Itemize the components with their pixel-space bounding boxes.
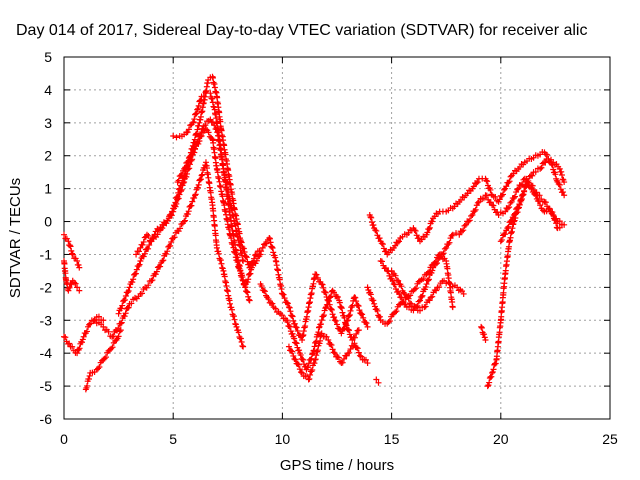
series-track-13 xyxy=(366,148,568,258)
y-tick-label: -1 xyxy=(40,246,53,262)
plus-marker xyxy=(91,159,247,350)
series-track-17 xyxy=(373,376,382,386)
series-track-5 xyxy=(91,159,247,350)
y-tick-label: 4 xyxy=(44,82,52,98)
series-track-16 xyxy=(388,267,467,314)
y-tick-label: 2 xyxy=(44,148,52,164)
series-track-20 xyxy=(497,156,568,245)
plus-marker xyxy=(257,281,362,373)
chart-title: Day 014 of 2017, Sidereal Day-to-day VTE… xyxy=(16,22,587,39)
x-axis-label: GPS time / hours xyxy=(280,457,394,474)
plus-marker xyxy=(373,376,382,386)
x-tick-label: 5 xyxy=(169,431,177,447)
series-track-4 xyxy=(82,327,124,393)
x-tick-label: 25 xyxy=(602,431,618,447)
x-tick-label: 10 xyxy=(275,431,291,447)
plus-marker xyxy=(133,73,253,271)
plus-marker xyxy=(366,148,568,258)
series-track-1 xyxy=(61,231,83,271)
plus-marker xyxy=(61,231,83,271)
y-tick-label: -5 xyxy=(40,378,53,394)
y-axis-label: SDTVAR / TECUs xyxy=(7,178,24,298)
y-tick-label: 5 xyxy=(44,49,52,65)
series-track-2 xyxy=(61,258,83,294)
data-series xyxy=(61,73,568,393)
series-track-11 xyxy=(257,281,362,373)
y-tick-label: -3 xyxy=(40,312,53,328)
x-tick-label: 15 xyxy=(384,431,400,447)
y-tick-label: -6 xyxy=(40,411,53,427)
series-track-10 xyxy=(246,235,371,344)
plus-marker xyxy=(285,330,371,383)
series-track-9 xyxy=(174,116,253,304)
axis-ticks: 0 5 10 15 20 25 -6 -5 -4 -3 -2 -1 0 1 2 3 4 5 xyxy=(40,49,618,447)
y-tick-label: -4 xyxy=(40,345,53,361)
x-tick-label: 20 xyxy=(493,431,509,447)
plus-marker xyxy=(61,258,83,294)
plus-marker xyxy=(174,116,253,304)
x-tick-label: 0 xyxy=(60,431,68,447)
plus-marker xyxy=(246,235,371,344)
plus-marker xyxy=(82,327,124,393)
series-track-18 xyxy=(478,323,489,344)
y-tick-label: 1 xyxy=(44,181,52,197)
series-track-15 xyxy=(364,251,456,327)
y-tick-label: 3 xyxy=(44,115,52,131)
series-track-7 xyxy=(133,73,253,271)
plus-marker xyxy=(388,267,467,314)
series-track-12 xyxy=(285,330,371,383)
plus-marker xyxy=(497,156,568,245)
plus-marker xyxy=(478,323,489,344)
y-tick-label: 0 xyxy=(44,214,52,230)
y-tick-label: -2 xyxy=(40,279,53,295)
plus-marker xyxy=(364,251,456,327)
